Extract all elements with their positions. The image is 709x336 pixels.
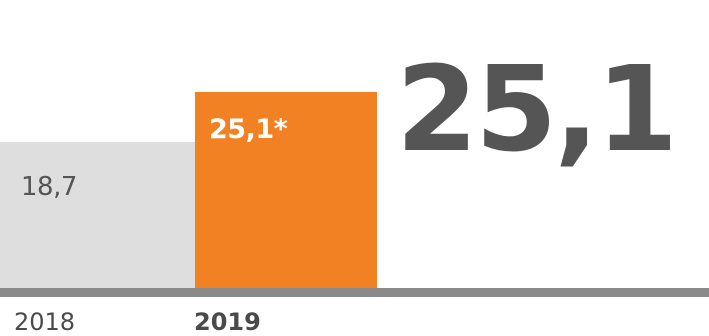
headline-value: 25,1: [396, 40, 678, 178]
x-tick-label-2019: 2019: [194, 308, 261, 336]
x-tick-label-2018: 2018: [14, 308, 76, 336]
bar-value-label-2018: 18,7: [21, 172, 77, 202]
bar-2019: [195, 92, 377, 290]
bar-value-label-2019: 25,1*: [209, 114, 288, 145]
bar-2018: [0, 142, 195, 290]
x-axis-baseline: [0, 288, 709, 297]
